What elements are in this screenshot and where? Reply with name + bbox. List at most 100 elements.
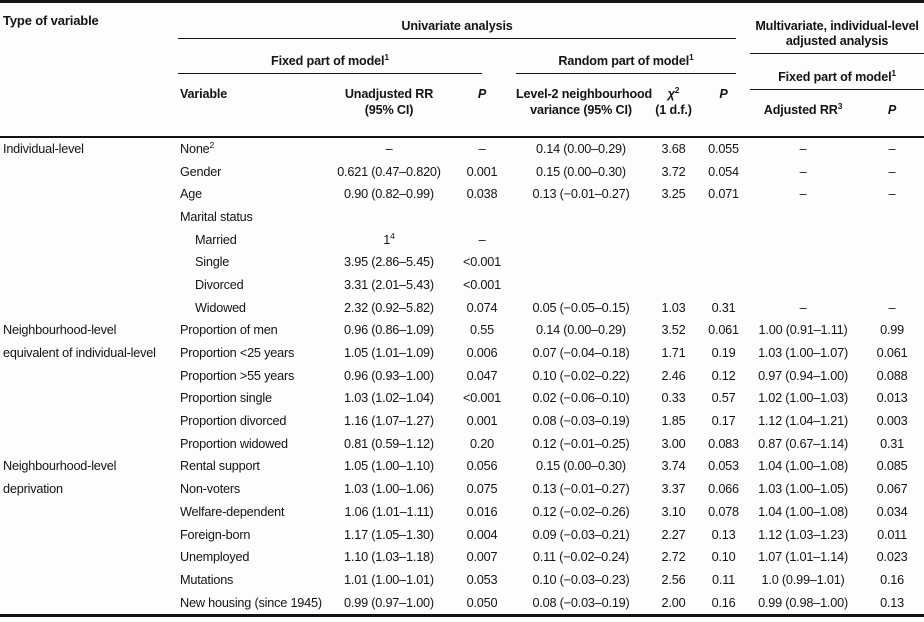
cell-variance xyxy=(516,206,646,229)
cell-p-random xyxy=(701,251,746,274)
cell-group-label: Individual-level xyxy=(3,141,84,156)
cell-adjusted-rr: – xyxy=(799,300,807,315)
table-row: Proportion single 1.03 (1.02–1.04) <0.001 0… xyxy=(0,387,924,410)
cell-chi-square: 2.72 xyxy=(661,550,686,565)
cell-unadjusted-rr: 2.32 (0.92–5.82) xyxy=(344,300,434,315)
cell-variance: 0.07 (−0.04–0.18) xyxy=(532,346,630,361)
cell-p-fixed: – xyxy=(478,141,486,156)
cell-p-fixed: <0.001 xyxy=(463,255,501,270)
cell-p-random: 0.16 xyxy=(711,595,736,610)
cell-variable: Mutations xyxy=(180,572,234,587)
cell-adjusted-rr: 1.12 (1.04–1.21) xyxy=(758,414,848,429)
table-row: Marital status xyxy=(0,206,924,229)
header-fixed-part-multivariate: Fixed part of model1 xyxy=(746,54,924,90)
cell-p-multivariate: 0.013 xyxy=(876,391,908,406)
cell-p-multivariate: 0.061 xyxy=(876,346,908,361)
footnote-marker: 1 xyxy=(384,51,389,62)
cell-p-random xyxy=(701,206,746,229)
table-row: Foreign-born 1.17 (1.05–1.30) 0.004 0.09 (−… xyxy=(0,523,924,546)
cell-p-random: 0.071 xyxy=(708,187,739,202)
cell-adjusted-rr: 1.12 (1.03–1.23) xyxy=(758,527,848,542)
cell-p-fixed xyxy=(448,206,516,229)
cell-chi-square: 3.25 xyxy=(661,187,686,202)
cell-p-multivariate: 0.023 xyxy=(876,550,908,565)
cell-variance: 0.11 (−0.02–0.24) xyxy=(532,550,630,565)
cell-p-fixed: <0.001 xyxy=(463,391,501,406)
table-row: Proportion widowed 0.81 (0.59–1.12) 0.20 0.… xyxy=(0,432,924,455)
cell-p-fixed: 0.001 xyxy=(466,164,498,179)
cell-variable: Foreign-born xyxy=(180,527,251,542)
header-multivariate-analysis: Multivariate, individual-level adjusted … xyxy=(746,2,924,54)
cell-p-fixed: 0.20 xyxy=(470,436,494,451)
cell-adjusted-rr xyxy=(746,206,860,229)
cell-p-multivariate: 0.034 xyxy=(876,504,908,519)
cell-group-label xyxy=(0,501,178,524)
cell-group-label xyxy=(0,296,178,319)
cell-unadjusted-rr: 1.06 (1.01–1.11) xyxy=(344,504,434,519)
cell-p-random: 0.055 xyxy=(708,141,739,156)
footnote-marker: 1 xyxy=(891,67,896,78)
cell-p-fixed: 0.001 xyxy=(466,414,498,429)
cell-chi-square xyxy=(646,228,701,251)
cell-group-label: Neighbourhood-level xyxy=(3,459,117,474)
header-p-random: P xyxy=(701,73,747,138)
cell-variable: Gender xyxy=(180,164,222,179)
cell-chi-square xyxy=(646,206,701,229)
cell-variable: Proportion widowed xyxy=(180,436,288,451)
cell-p-random: 0.054 xyxy=(708,164,739,179)
header-fixed-part-univariate: Fixed part of model1 xyxy=(178,39,516,74)
table-row: Single 3.95 (2.86–5.45) <0.001 xyxy=(0,251,924,274)
cell-group-label xyxy=(0,364,178,387)
cell-unadjusted-rr: 1.10 (1.03–1.18) xyxy=(344,550,434,565)
table-body: Individual-level None2 – – 0.14 (0.00–0.29) 3… xyxy=(0,137,924,616)
cell-adjusted-rr: 0.99 (0.98–1.00) xyxy=(758,595,848,610)
header-unadjusted-rr: Unadjusted RR (95% CI) xyxy=(330,73,448,138)
cell-chi-square: 3.74 xyxy=(661,459,686,474)
cell-variable: Proportion divorced xyxy=(180,414,287,429)
cell-variance xyxy=(516,251,646,274)
cell-variable: Widowed xyxy=(195,300,246,315)
cell-p-fixed: 0.050 xyxy=(466,595,498,610)
cell-adjusted-rr: 0.97 (0.94–1.00) xyxy=(758,368,848,383)
cell-variable: Welfare-dependent xyxy=(180,504,285,519)
cell-chi-square: 3.37 xyxy=(661,482,686,497)
cell-unadjusted-rr: 1.17 (1.05–1.30) xyxy=(344,527,434,542)
footnote-marker: 3 xyxy=(837,100,843,111)
cell-unadjusted-rr: 1.01 (1.00–1.01) xyxy=(344,572,434,587)
cell-p-random: 0.13 xyxy=(711,527,736,542)
table-row: Proportion divorced 1.16 (1.07–1.27) 0.001… xyxy=(0,410,924,433)
cell-p-fixed: 0.056 xyxy=(466,459,498,474)
cell-group-label xyxy=(0,206,178,229)
table-row: Neighbourhood-level Rental support 1.05 (1… xyxy=(0,455,924,478)
cell-p-random: 0.053 xyxy=(708,459,739,474)
cell-group-label xyxy=(0,546,178,569)
cell-chi-square: 1.03 xyxy=(661,300,686,315)
header-random-part: Random part of model1 xyxy=(516,39,746,74)
cell-p-random: 0.061 xyxy=(708,323,739,338)
cell-unadjusted-rr: 3.31 (2.01–5.43) xyxy=(344,277,434,292)
cell-p-multivariate: 0.011 xyxy=(877,527,907,542)
table-row: equivalent of individual-level Proportion… xyxy=(0,342,924,365)
cell-unadjusted-rr: 0.96 (0.93–1.00) xyxy=(344,368,434,383)
cell-unadjusted-rr xyxy=(330,206,448,229)
cell-p-fixed: 0.004 xyxy=(466,527,498,542)
cell-p-random: 0.17 xyxy=(711,414,736,429)
table-row: New housing (since 1945) 0.99 (0.97–1.00)… xyxy=(0,591,924,615)
cell-chi-square: 2.27 xyxy=(661,527,686,542)
cell-p-random: 0.19 xyxy=(711,346,736,361)
cell-p-multivariate: 0.085 xyxy=(876,459,908,474)
cell-p-fixed: 0.016 xyxy=(466,504,498,519)
cell-adjusted-rr: 1.0 (0.99–1.01) xyxy=(761,572,845,587)
cell-p-multivariate xyxy=(860,274,924,297)
cell-variable: Single xyxy=(195,255,230,270)
cell-chi-square: 3.10 xyxy=(661,504,686,519)
cell-adjusted-rr: 1.02 (1.00–1.03) xyxy=(758,391,848,406)
cell-unadjusted-rr: 0.99 (0.97–1.00) xyxy=(344,595,434,610)
cell-group-label: deprivation xyxy=(3,482,63,497)
cell-group-label xyxy=(0,274,178,297)
cell-chi-square: 2.00 xyxy=(661,595,686,610)
header-adjusted-rr: Adjusted RR3 xyxy=(746,89,861,138)
cell-chi-square xyxy=(646,274,701,297)
cell-p-random: 0.12 xyxy=(711,368,736,383)
cell-variance: 0.10 (−0.02–0.22) xyxy=(532,368,630,383)
